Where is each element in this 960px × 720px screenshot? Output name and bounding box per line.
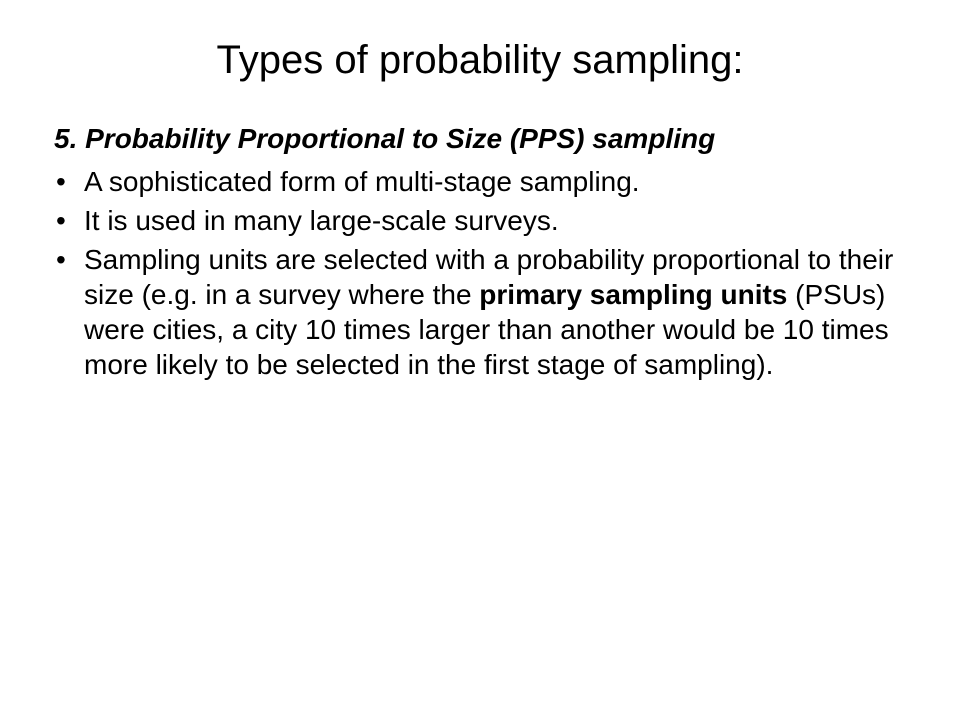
bullet-item: A sophisticated form of multi-stage samp… (54, 164, 910, 199)
bullet-list: A sophisticated form of multi-stage samp… (54, 164, 910, 382)
slide-subtitle: 5. Probability Proportional to Size (PPS… (54, 121, 910, 156)
slide-content: 5. Probability Proportional to Size (PPS… (50, 121, 910, 382)
bullet-text-pre: A sophisticated form of multi-stage samp… (84, 166, 640, 197)
bullet-text-pre: It is used in many large-scale surveys. (84, 205, 559, 236)
bullet-item: It is used in many large-scale surveys. (54, 203, 910, 238)
bullet-item: Sampling units are selected with a proba… (54, 242, 910, 382)
slide-title: Types of probability sampling: (50, 38, 910, 83)
bullet-text-bold: primary sampling units (479, 279, 787, 310)
